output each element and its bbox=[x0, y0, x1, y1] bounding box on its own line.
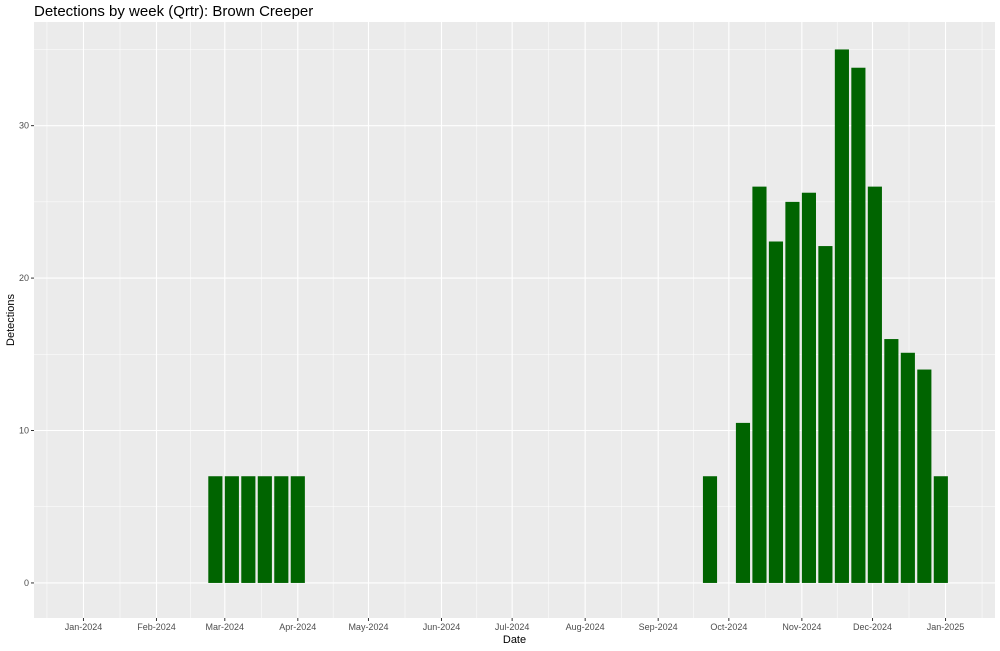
bar bbox=[208, 476, 223, 583]
bar bbox=[290, 476, 305, 583]
y-tick-label: 30 bbox=[19, 121, 29, 131]
bars bbox=[208, 49, 948, 583]
x-tick-label: Jul-2024 bbox=[495, 622, 530, 632]
bar bbox=[933, 476, 948, 583]
chart-title: Detections by week (Qrtr): Brown Creeper bbox=[34, 3, 314, 20]
x-axis: Jan-2024 Feb-2024 Mar-2024 Apr-2024 May-2024… bbox=[65, 618, 965, 632]
y-tick-label: 20 bbox=[19, 273, 29, 283]
x-tick-label: Jun-2024 bbox=[423, 622, 461, 632]
x-tick-label: Feb-2024 bbox=[137, 622, 176, 632]
plot-panel bbox=[34, 22, 995, 618]
y-axis: 0 10 20 30 bbox=[19, 121, 34, 588]
bar bbox=[274, 476, 289, 583]
x-tick-label: Apr-2024 bbox=[279, 622, 316, 632]
bar bbox=[224, 476, 239, 583]
x-axis-label: Date bbox=[503, 634, 526, 646]
x-tick-label: Nov-2024 bbox=[782, 622, 821, 632]
x-tick-label: Jan-2025 bbox=[927, 622, 965, 632]
bar bbox=[241, 476, 256, 583]
x-tick-label: Jan-2024 bbox=[65, 622, 103, 632]
y-tick-label: 0 bbox=[24, 578, 29, 588]
bar bbox=[884, 339, 899, 583]
x-tick-label: Aug-2024 bbox=[566, 622, 605, 632]
bar bbox=[834, 49, 849, 583]
bar bbox=[735, 422, 751, 583]
bar bbox=[867, 186, 882, 583]
x-tick-label: Sep-2024 bbox=[639, 622, 678, 632]
bar bbox=[752, 186, 767, 583]
y-axis-label: Detections bbox=[5, 294, 17, 346]
y-tick-label: 10 bbox=[19, 426, 29, 436]
bar bbox=[702, 476, 718, 583]
bar bbox=[818, 246, 833, 583]
x-tick-label: Oct-2024 bbox=[710, 622, 747, 632]
bar bbox=[257, 476, 272, 583]
bar bbox=[917, 369, 932, 583]
x-tick-label: Mar-2024 bbox=[206, 622, 245, 632]
bar bbox=[801, 192, 816, 583]
x-tick-label: May-2024 bbox=[348, 622, 388, 632]
bar bbox=[768, 241, 784, 583]
bar bbox=[851, 67, 866, 583]
bar bbox=[785, 201, 800, 583]
bar bbox=[900, 352, 915, 583]
x-tick-label: Dec-2024 bbox=[853, 622, 892, 632]
major-gridlines bbox=[34, 22, 995, 618]
